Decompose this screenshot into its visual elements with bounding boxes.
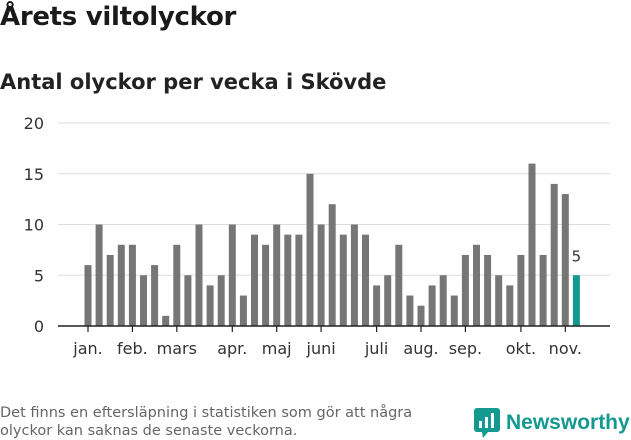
x-tick-label: sep. [449, 339, 482, 358]
bar [306, 173, 314, 326]
bar [373, 285, 381, 326]
bar [195, 224, 203, 326]
bar [295, 234, 303, 326]
bar [461, 254, 469, 326]
data-labels: 5 [572, 247, 582, 265]
x-tick-label: nov. [549, 339, 582, 358]
bar [328, 204, 336, 326]
bars [84, 163, 580, 326]
bar [273, 224, 281, 326]
x-tick-label: mars [157, 339, 197, 358]
bar [140, 275, 147, 326]
bar [317, 224, 325, 326]
bar [406, 295, 414, 326]
bar [184, 275, 192, 326]
x-tick-label: feb. [117, 339, 148, 358]
bar [561, 194, 569, 326]
bar [162, 315, 170, 326]
bar [128, 244, 136, 326]
bar [428, 285, 436, 326]
bar-highlight [572, 275, 580, 326]
bar [450, 295, 458, 326]
bar [95, 224, 103, 326]
bar [262, 244, 270, 326]
x-tick-label: juli [364, 339, 388, 358]
chart-title: Årets viltolyckor [0, 2, 237, 32]
brand-name: Newsworthy [506, 411, 630, 434]
bar [517, 254, 525, 326]
bar [417, 305, 425, 326]
chart-subtitle: Antal olyckor per vecka i Skövde [0, 70, 387, 94]
data-label-last: 5 [572, 247, 582, 265]
bar [173, 244, 181, 326]
x-tick-label: jan. [72, 339, 102, 358]
footnote: Det finns en eftersläpning i statistiken… [0, 405, 413, 439]
y-tick-label: 5 [34, 266, 44, 285]
x-tick-label: aug. [403, 339, 438, 358]
bar [84, 265, 92, 326]
bar [228, 224, 236, 326]
bar [217, 275, 225, 326]
y-tick-label: 20 [24, 114, 44, 133]
bar [284, 234, 292, 326]
y-tick-label: 0 [34, 317, 44, 336]
bar [506, 285, 514, 326]
bar [484, 254, 492, 326]
y-tick-label: 15 [24, 165, 44, 184]
bar [151, 265, 159, 326]
x-tick-label: maj [262, 339, 292, 358]
bar [395, 244, 403, 326]
x-tick-label: juni [306, 339, 336, 358]
newsworthy-logo-icon [474, 408, 500, 438]
bar [439, 275, 447, 326]
brand: Newsworthy [474, 408, 630, 438]
bar [539, 254, 547, 326]
x-tick-label: okt. [506, 339, 536, 358]
bar [550, 183, 558, 326]
bar [473, 244, 480, 326]
bar [350, 224, 358, 326]
bar [362, 234, 369, 326]
y-axis-ticks: 0 5 10 15 20 [24, 114, 44, 336]
x-axis: jan. feb. mars apr. maj juni juli aug. sep. okt. n… [58, 325, 610, 358]
bar [384, 275, 392, 326]
y-tick-label: 10 [24, 216, 44, 235]
bar [339, 234, 347, 326]
bar [495, 275, 503, 326]
bar [528, 163, 536, 326]
bar [239, 295, 247, 326]
bar [251, 234, 258, 326]
bar [206, 285, 214, 326]
bar-chart: 0 5 10 15 20 jan. feb. mars apr. maj juni juli aug.… [24, 114, 610, 358]
bar [106, 254, 114, 326]
bar [117, 244, 125, 326]
x-tick-label: apr. [217, 339, 247, 358]
